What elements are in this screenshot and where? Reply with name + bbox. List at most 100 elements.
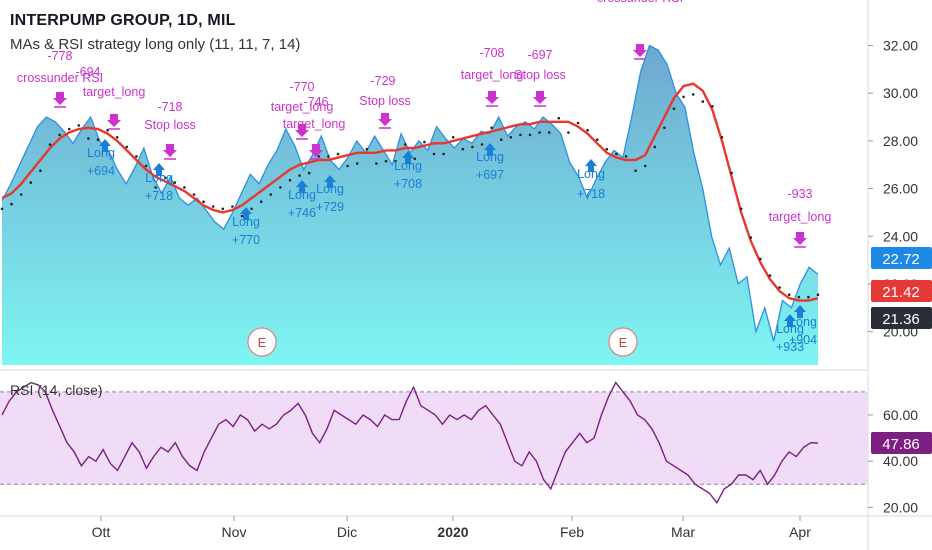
ma-dot [663, 126, 666, 130]
exit-arrow-icon [53, 92, 67, 105]
signal-text: -770 [289, 80, 314, 94]
ma-dot [691, 93, 695, 96]
ma-dot [384, 159, 388, 163]
ma-dot [720, 136, 724, 139]
axes: 32.0030.0028.0026.0024.0022.0020.00OttNo… [92, 38, 932, 540]
ma-dot [490, 126, 493, 130]
ma-dot [336, 152, 340, 156]
ma-red-line [1, 82, 819, 302]
ma-dot [480, 143, 484, 146]
price-badge-label: 21.36 [882, 311, 920, 328]
price-badge [871, 280, 932, 302]
price-tick-label: 30.00 [883, 85, 918, 101]
entry-arrow-icon [153, 163, 165, 176]
price-area [2, 45, 818, 365]
signal-text: -718 [157, 100, 182, 114]
ma-dot [576, 121, 580, 125]
ma-dot [413, 157, 417, 161]
exit-arrow-icon [633, 44, 647, 57]
signal-text: -694 [75, 65, 100, 79]
entry-arrow-icon [296, 180, 308, 193]
time-tick-label: Apr [789, 524, 811, 540]
ma-dot [586, 128, 589, 132]
signal-text: Long [476, 150, 504, 164]
rsi-tick-label: 20.00 [883, 499, 918, 515]
ma-dot [154, 186, 157, 189]
ma-dot [269, 193, 273, 196]
entry-arrow-icon [402, 151, 414, 164]
ma-dot [672, 107, 676, 110]
entry-arrow-icon [484, 143, 496, 156]
ma-dot [787, 293, 791, 297]
ma-dot [538, 131, 541, 134]
signal-text: -708 [479, 46, 504, 60]
exit-arrow-icon [309, 144, 323, 157]
ma-dot [442, 152, 445, 156]
ma-dot [432, 152, 436, 156]
price-tick-label: 26.00 [883, 181, 918, 197]
ma-dot [682, 95, 685, 99]
signal-text: +694 [87, 164, 115, 178]
ma-dot [816, 293, 820, 297]
ma-dot [307, 171, 311, 175]
ma-dot [375, 162, 378, 165]
time-tick-label: Dic [337, 524, 357, 540]
ma-dot [355, 162, 359, 165]
signal-text: +718 [145, 189, 173, 203]
earnings-label: E [619, 335, 628, 350]
ma-dot [423, 140, 426, 144]
signal-text: Stop loss [359, 94, 410, 108]
ma-dot [749, 236, 753, 239]
signal-text: +933 [776, 340, 804, 354]
signal-text: +729 [316, 200, 344, 214]
ma-dot [77, 124, 81, 127]
price-badge [871, 247, 932, 269]
signal-text: target_long [283, 117, 346, 131]
signal-text: crossunder RSI [597, 0, 683, 5]
ma-dot [567, 131, 570, 134]
signal-text: Stop loss [144, 118, 195, 132]
ma-dot [211, 205, 215, 208]
time-tick-label: Ott [92, 524, 111, 540]
ma-dot [701, 100, 705, 103]
ma-dot [461, 147, 465, 151]
exit-arrow-icon [378, 113, 392, 126]
ma-dot [115, 136, 119, 139]
rsi-tick-label: 40.00 [883, 453, 918, 469]
exit-arrow-icon [163, 144, 177, 157]
chart-header: INTERPUMP GROUP, 1D, MIL MAs & RSI strat… [10, 12, 300, 53]
ma-dot [595, 138, 599, 141]
entry-arrow-icon [784, 314, 796, 327]
ma-dot [317, 155, 321, 158]
rsi-title: RSI (14, close) [10, 382, 103, 398]
ma-dot [39, 169, 42, 172]
rsi-tick-label: 60.00 [883, 407, 918, 423]
ma-dot [509, 136, 513, 139]
chart-title: INTERPUMP GROUP, 1D, MIL [10, 12, 236, 29]
signal-text: -697 [527, 48, 552, 62]
signal-text: Stop loss [514, 68, 565, 82]
signal-text: +708 [394, 177, 422, 191]
signal-markers: crossunder RSI -778-694 target_long -718 Sto… [17, 0, 831, 354]
ma-dot [605, 147, 609, 151]
signal-text: target_long [461, 68, 524, 82]
ma-dot [183, 186, 186, 189]
signal-text: +904 [789, 333, 817, 347]
signal-text: Long [288, 188, 316, 202]
ma-dot [202, 200, 205, 203]
price-badge-label: 21.42 [882, 284, 920, 301]
ma-dot [346, 164, 349, 168]
ma-dot [768, 274, 772, 277]
ma-dot [730, 171, 733, 175]
ma-dot [58, 133, 61, 137]
rsi-band [0, 391, 868, 485]
ma-dot [365, 147, 369, 151]
ma-dot [19, 193, 23, 196]
signal-text: Long [316, 182, 344, 196]
time-tick-label: Feb [560, 524, 584, 540]
signal-text: Long [232, 215, 260, 229]
ma-dot [96, 138, 100, 141]
ma-dot [759, 257, 762, 261]
ma-dot [10, 202, 13, 206]
